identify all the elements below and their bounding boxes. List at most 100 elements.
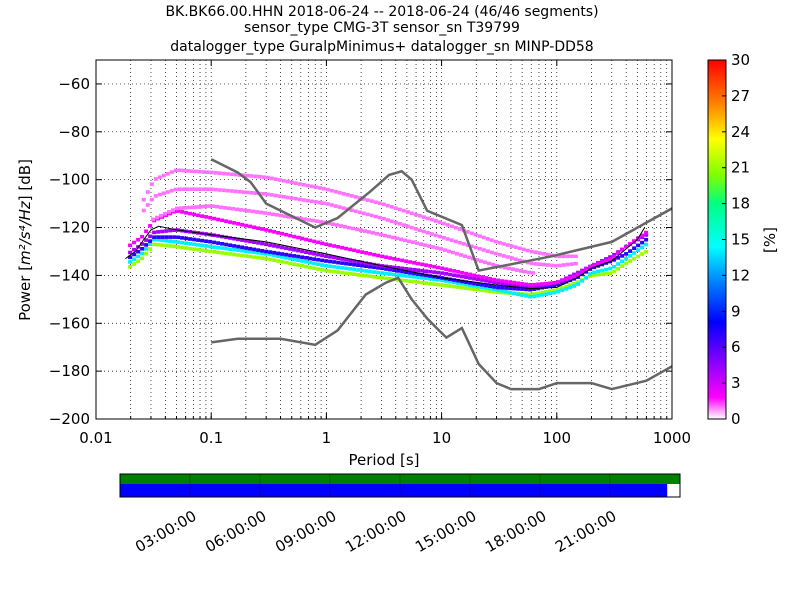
density-cell xyxy=(549,263,554,268)
density-cell xyxy=(168,239,173,243)
density-cell xyxy=(479,259,483,263)
density-cell xyxy=(220,246,225,250)
density-cell xyxy=(357,196,362,200)
density-cell xyxy=(528,287,533,292)
density-cell xyxy=(533,262,538,266)
density-cell xyxy=(608,271,613,275)
density-cell xyxy=(401,223,406,227)
density-cell xyxy=(399,237,403,242)
density-cell xyxy=(301,198,306,202)
density-cell xyxy=(504,282,509,286)
density-cell xyxy=(492,290,497,294)
y-tick-label: −100 xyxy=(49,171,90,189)
density-cell xyxy=(520,293,525,297)
density-cell xyxy=(520,284,525,288)
density-cell xyxy=(233,189,238,194)
density-cell xyxy=(240,222,245,227)
density-cell xyxy=(544,292,549,296)
density-cell xyxy=(280,260,285,264)
density-cell xyxy=(344,266,349,271)
density-cell xyxy=(412,267,417,272)
density-cell xyxy=(529,249,534,254)
density-cell xyxy=(632,256,637,261)
density-cell xyxy=(632,246,637,250)
density-cell xyxy=(339,224,343,228)
density-cell xyxy=(312,266,317,270)
density-cell xyxy=(516,287,521,291)
density-cell xyxy=(360,260,365,265)
density-cell xyxy=(279,213,283,218)
density-cell xyxy=(427,244,431,248)
density-cell xyxy=(269,193,274,197)
coverage-blue-strip xyxy=(120,484,668,497)
density-cell xyxy=(612,264,617,269)
density-cell xyxy=(184,241,189,245)
density-cell xyxy=(485,249,490,253)
density-cell xyxy=(540,293,545,297)
nhnm-curve xyxy=(210,158,672,273)
x-axis: 0.01 0.1 1 10 100 1000 xyxy=(79,60,691,447)
density-cell xyxy=(136,249,141,254)
density-cell xyxy=(221,188,226,193)
density-cell xyxy=(460,270,465,275)
density-cell xyxy=(148,234,153,239)
density-cell xyxy=(217,171,222,175)
density-cell xyxy=(313,185,318,189)
density-cell xyxy=(216,217,221,222)
density-cell xyxy=(233,172,238,177)
density-cell xyxy=(240,245,245,250)
density-cell xyxy=(216,241,221,245)
density-cell xyxy=(188,211,193,216)
density-cell xyxy=(353,209,358,214)
density-cell xyxy=(544,285,549,289)
density-cell xyxy=(421,229,426,234)
density-cell xyxy=(217,188,222,192)
density-cell xyxy=(192,247,197,251)
density-cell xyxy=(524,282,529,287)
density-cell xyxy=(428,281,433,286)
density-cell xyxy=(204,249,209,253)
density-cell xyxy=(261,175,266,179)
density-cell xyxy=(384,271,389,276)
density-cell xyxy=(557,263,562,268)
density-cell xyxy=(509,256,514,260)
density-cell xyxy=(185,187,190,191)
density-cell xyxy=(352,272,357,276)
density-cell xyxy=(264,249,269,254)
density-cell xyxy=(272,250,277,255)
density-cell xyxy=(192,237,197,242)
density-cell xyxy=(413,227,418,231)
density-cell xyxy=(480,285,485,289)
density-cell xyxy=(284,260,289,265)
density-cell xyxy=(396,266,401,270)
density-cell xyxy=(408,279,413,283)
density-cell xyxy=(564,277,569,282)
density-cell xyxy=(491,262,495,267)
density-cell xyxy=(488,286,493,291)
density-cell xyxy=(337,205,342,209)
density-cell xyxy=(424,281,429,285)
density-cell xyxy=(365,198,370,202)
density-cell xyxy=(232,252,237,257)
density-cell xyxy=(536,293,541,298)
y-axis-label-suffix: ] [dB] xyxy=(16,159,34,201)
density-cell xyxy=(229,172,234,177)
density-cell xyxy=(596,269,601,274)
x-tick-label: 10 xyxy=(432,429,451,447)
density-cell xyxy=(568,285,573,290)
density-cell xyxy=(388,256,393,260)
density-cell xyxy=(477,234,482,238)
density-cell xyxy=(260,256,265,260)
density-cell xyxy=(317,200,322,205)
density-cell xyxy=(208,239,213,244)
density-cell xyxy=(213,187,218,192)
density-cell xyxy=(612,254,617,259)
density-cell xyxy=(416,272,421,276)
density-cell xyxy=(496,288,501,292)
density-cell xyxy=(424,263,429,267)
density-cell xyxy=(196,243,201,247)
density-cell xyxy=(560,288,565,293)
density-cell xyxy=(368,269,373,274)
density-cell xyxy=(187,205,191,210)
density-cell xyxy=(473,232,478,237)
